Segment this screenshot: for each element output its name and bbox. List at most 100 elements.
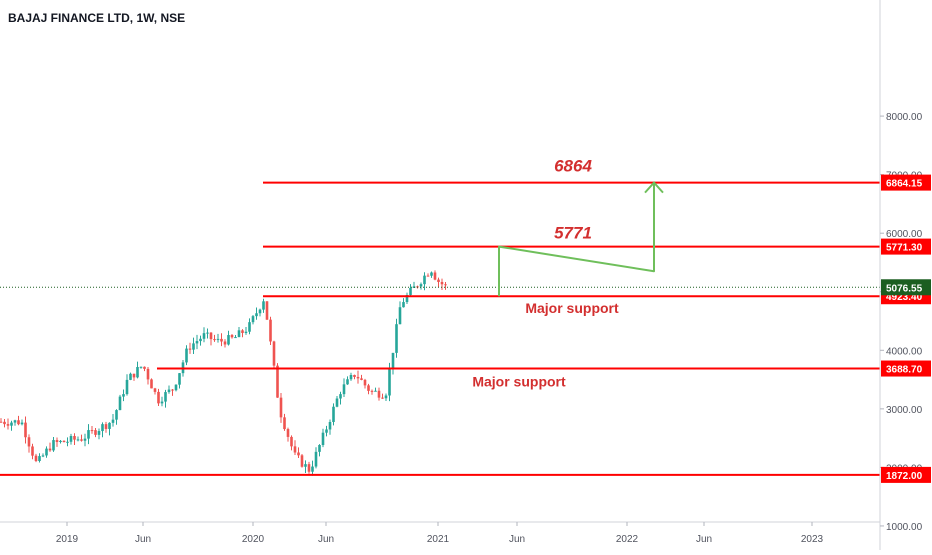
- candle-body: [38, 456, 41, 462]
- x-tick-label: 2023: [801, 534, 824, 545]
- candle-body: [216, 338, 220, 340]
- candle-body: [0, 421, 3, 423]
- level-price-badge: [881, 466, 931, 483]
- level-price-badge: [881, 174, 931, 191]
- y-axis[interactable]: 1000.002000.003000.004000.005000.006000.…: [879, 0, 932, 550]
- candle-body: [384, 395, 388, 399]
- candle-body: [115, 410, 118, 420]
- candle-body: [262, 301, 265, 310]
- y-tick-label: 8000.00: [886, 112, 923, 123]
- candle-body: [83, 438, 87, 441]
- x-tick-label: Jun: [135, 534, 151, 545]
- candle-body: [118, 396, 122, 411]
- candle-body: [101, 424, 104, 432]
- candle-body: [405, 294, 409, 303]
- candle-body: [20, 422, 24, 425]
- candle-body: [423, 275, 426, 285]
- y-tick-label: 1000.00: [886, 522, 923, 533]
- candle-body: [237, 330, 241, 338]
- candle-body: [209, 332, 213, 340]
- candle-body: [293, 446, 297, 453]
- candles-group: [0, 270, 880, 476]
- x-axis[interactable]: 2019 Jun 2020 Jun 2021 Jun 2022 Jun 2023: [0, 521, 880, 545]
- candle-body: [363, 379, 367, 386]
- candle-body: [185, 348, 188, 363]
- candle-body: [108, 422, 111, 429]
- candle-body: [202, 333, 206, 339]
- candle-body: [10, 422, 13, 426]
- candle-body: [171, 389, 174, 391]
- candle-body: [80, 439, 83, 441]
- x-tick-label: 2019: [56, 534, 79, 545]
- level-annotation: 5771: [554, 224, 592, 243]
- candle-body: [430, 272, 433, 276]
- x-tick-label: Jun: [696, 534, 712, 545]
- candle-body: [34, 455, 38, 462]
- candle-body: [437, 279, 440, 282]
- last-price-label: 5076.55: [886, 283, 923, 294]
- candle-body: [440, 281, 444, 285]
- projection-arrow-path: [498, 182, 655, 297]
- level-annotation: 6864: [554, 157, 592, 176]
- x-tick-label: 2022: [616, 534, 639, 545]
- candle-body: [265, 301, 269, 320]
- candle-body: [178, 373, 181, 385]
- candle-body: [213, 339, 216, 341]
- candle-body: [395, 324, 398, 353]
- candle-body: [143, 366, 146, 369]
- candle-body: [325, 429, 328, 433]
- candle-body: [328, 421, 332, 430]
- candle-body: [195, 341, 199, 344]
- candle-body: [90, 430, 94, 432]
- candle-body: [272, 341, 276, 366]
- candle-body: [388, 369, 391, 396]
- candle-body: [227, 335, 230, 345]
- candle-body: [139, 366, 143, 368]
- candle-body: [220, 338, 223, 342]
- level-price-label: 3688.70: [886, 365, 923, 376]
- candle-body: [125, 379, 129, 395]
- candle-body: [17, 420, 20, 425]
- candle-body: [349, 374, 353, 380]
- candle-body: [258, 309, 262, 314]
- candle-body: [76, 439, 80, 441]
- level-price-label: 5771.30: [886, 243, 923, 254]
- candle-body: [290, 436, 293, 447]
- level-annotation: Major support: [472, 374, 566, 390]
- candle-body: [444, 284, 447, 286]
- candle-body: [244, 331, 248, 333]
- level-price-label: 4923.40: [886, 292, 923, 303]
- candle-body: [419, 284, 423, 287]
- candle-body: [164, 392, 167, 402]
- candle-body: [360, 378, 363, 380]
- candle-body: [367, 385, 370, 391]
- candle-body: [48, 448, 52, 451]
- candle-body: [279, 397, 283, 418]
- candle-body: [300, 455, 304, 467]
- candle-body: [269, 319, 272, 342]
- candle-body: [188, 348, 192, 350]
- x-tick-label: 2020: [242, 534, 265, 545]
- candle-body: [104, 424, 108, 429]
- candle-body: [398, 307, 402, 325]
- candle-body: [45, 448, 48, 456]
- candle-body: [297, 452, 300, 456]
- candle-body: [87, 430, 90, 439]
- candle-body: [304, 464, 307, 467]
- candle-body: [307, 464, 311, 472]
- candle-body: [132, 373, 136, 378]
- candle-body: [136, 367, 139, 378]
- candle-body: [335, 398, 339, 407]
- level-price-label: 6864.15: [886, 179, 923, 190]
- candle-body: [342, 384, 346, 395]
- level-price-badge: [881, 238, 931, 255]
- candle-body: [59, 440, 62, 443]
- candle-body: [153, 388, 157, 392]
- candle-body: [41, 455, 45, 457]
- candle-body: [286, 429, 290, 437]
- candle-body: [174, 384, 178, 391]
- candle-body: [167, 389, 171, 393]
- candle-body: [206, 332, 209, 334]
- y-tick-label: 3000.00: [886, 405, 923, 416]
